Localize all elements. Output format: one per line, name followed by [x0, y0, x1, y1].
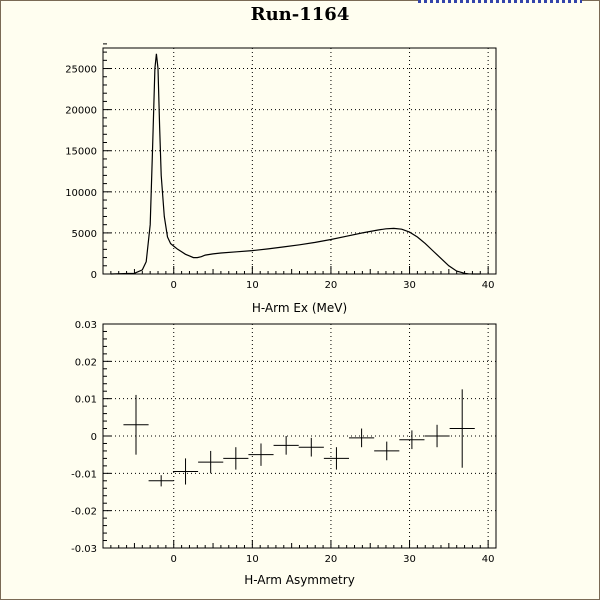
x-tick-label: 20 [325, 280, 338, 291]
y-tick-label: 10000 [65, 188, 97, 199]
x-axis-title: H-Arm Ex (MeV) [252, 301, 347, 315]
data-point [349, 428, 375, 448]
x-tick-label: 40 [482, 554, 495, 565]
x-axis-title: H-Arm Asymmetry [244, 573, 355, 587]
spectrum-frame [102, 47, 497, 275]
x-tick-label: 10 [246, 554, 259, 565]
y-tick-label: 0.02 [75, 357, 97, 368]
corner-mark [418, 0, 582, 3]
x-tick-label: 40 [482, 280, 495, 291]
x-tick-label: 20 [325, 554, 338, 565]
y-tick-label: 0 [91, 270, 97, 281]
data-point [223, 447, 249, 470]
spectrum-panel: 0 10 20 30 40 0 5000 10000 15000 20000 25000 H-Arm … [65, 43, 497, 315]
y-tick-label: 0 [91, 432, 97, 443]
data-point [273, 436, 299, 455]
data-point [123, 394, 149, 455]
x-tick-label: 10 [246, 280, 259, 291]
y-tick-label: 25000 [65, 65, 97, 76]
x-tick-label: 0 [171, 554, 177, 565]
x-tick-label: 30 [403, 554, 416, 565]
y-tick-label: 15000 [65, 147, 97, 158]
y-tick-label: 0.01 [75, 395, 97, 406]
data-point [298, 437, 324, 457]
data-point [198, 450, 224, 474]
data-point [323, 447, 350, 470]
y-tick-label: 0.03 [75, 320, 97, 331]
y-tick-label: -0.01 [71, 469, 97, 480]
data-point [148, 475, 174, 487]
spectrum-line [110, 53, 481, 275]
data-point [248, 443, 274, 466]
data-point [449, 389, 475, 468]
y-tick-label: -0.03 [71, 544, 97, 555]
data-point [399, 430, 425, 450]
data-point [424, 424, 450, 448]
x-tick-label: 30 [403, 280, 416, 291]
data-point [374, 441, 400, 461]
y-tick-label: 20000 [65, 106, 97, 117]
page-title: Run-1164 [250, 4, 350, 25]
y-tick-label: -0.02 [71, 507, 97, 518]
y-tick-label: 5000 [72, 229, 97, 240]
x-tick-label: 0 [171, 280, 177, 291]
asymmetry-panel: 0 10 20 30 40 -0.03 -0.02 -0.01 0 0.01 0.02 0.03 H-A… [71, 320, 497, 587]
data-point [172, 458, 199, 485]
